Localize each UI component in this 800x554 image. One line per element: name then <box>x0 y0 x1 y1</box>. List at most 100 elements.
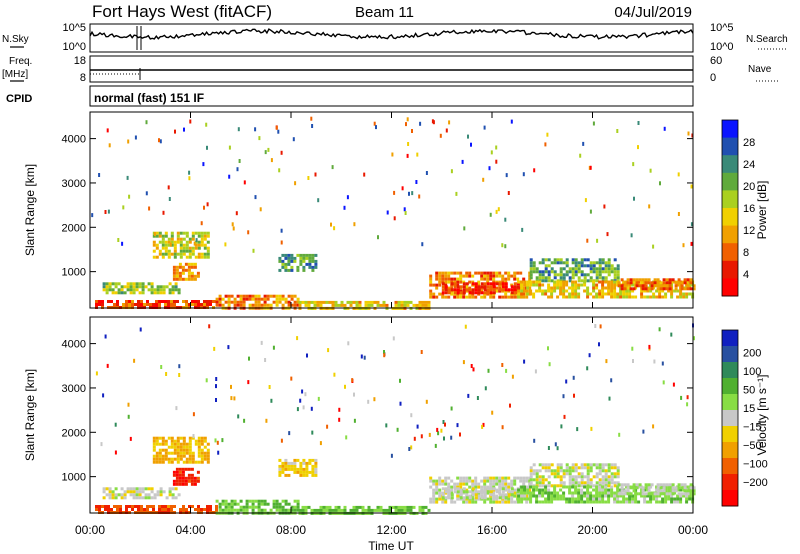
velocity-colorbar-seg-6 <box>722 426 738 443</box>
power-colorbar-frame <box>721 119 739 297</box>
power-colorbar-tick-6: 28 <box>743 137 755 149</box>
power-panel: 1000 2000 3000 4000 Slant Range [km] 4 8 12 16… <box>23 111 769 310</box>
freq-trace <box>90 68 693 80</box>
power-region-4 <box>278 253 318 272</box>
power-region-1 <box>152 231 210 259</box>
freq-label: Freq. <box>9 56 32 67</box>
velocity-ytick-2: 3000 <box>62 383 86 395</box>
velocity-y-ticks: 1000 2000 3000 4000 <box>62 339 693 484</box>
power-y-ticks: 1000 2000 3000 4000 <box>62 134 693 279</box>
cpid-text: normal (fast) 151 IF <box>94 91 204 105</box>
velocity-colorbar-tick-7: −200 <box>743 477 768 489</box>
nsearch-tick-top: 10^5 <box>710 22 734 34</box>
velocity-colorbar-tick-5: −50 <box>743 440 762 452</box>
nave-tick-top: 60 <box>710 55 722 67</box>
nsky-tick-bottom: 10^0 <box>62 41 86 53</box>
nsky-tick-top: 10^5 <box>62 22 86 34</box>
power-colorbar-tick-0: 4 <box>743 269 749 281</box>
cpid-panel: CPID normal (fast) 151 IF <box>6 85 694 107</box>
power-colorbar-tick-5: 24 <box>743 159 755 171</box>
freq-tick-top: 18 <box>74 55 86 67</box>
power-colorbar-seg-7 <box>722 243 738 262</box>
power-ytick-2: 3000 <box>62 178 86 190</box>
velocity-ytick-3: 4000 <box>62 339 86 351</box>
power-heatmap <box>91 116 696 310</box>
freq-panel: Freq. [MHz] 18 8 60 0 Nave <box>2 55 780 84</box>
power-region-2 <box>172 262 200 281</box>
velocity-colorbar-tick-0: 200 <box>743 348 761 360</box>
velocity-ytick-1: 2000 <box>62 427 86 439</box>
velocity-scatter <box>95 323 695 458</box>
power-region-9 <box>529 258 620 283</box>
power-ytick-3: 4000 <box>62 134 86 146</box>
velocity-colorbar-seg-1 <box>722 346 738 363</box>
power-region-8 <box>441 282 520 295</box>
velocity-region-6 <box>298 505 431 515</box>
beam-label: Beam 11 <box>355 4 414 21</box>
time-axis-ticks: 00:00 04:00 08:00 12:00 16:00 20:00 00:00 <box>75 112 708 537</box>
nsearch-label: N.Search <box>746 34 788 45</box>
velocity-ytick-0: 1000 <box>62 472 86 484</box>
nsearch-tick-bottom: 10^0 <box>710 41 734 53</box>
xtick-label-5: 20:00 <box>577 523 607 537</box>
velocity-colorbar-frame <box>721 329 739 507</box>
station-title: Fort Hays West (fitACF) <box>92 2 272 21</box>
nsky-trace <box>89 26 694 50</box>
velocity-region-3 <box>215 499 300 515</box>
date-label: 04/Jul/2019 <box>614 4 692 21</box>
power-region-5 <box>102 282 181 295</box>
velocity-colorbar-tick-6: −100 <box>743 459 768 471</box>
power-colorbar-tick-3: 16 <box>743 203 755 215</box>
power-region-11 <box>617 278 696 291</box>
xtick-label-3: 12:00 <box>376 523 406 537</box>
cpid-label: CPID <box>6 93 32 105</box>
xtick-label-2: 08:00 <box>276 523 306 537</box>
power-scatter <box>91 116 694 253</box>
velocity-region-1 <box>152 436 210 464</box>
nsky-label: N.Sky <box>2 34 29 45</box>
velocity-ylabel: Slant Range [km] <box>23 369 37 461</box>
velocity-colorbar-seg-5 <box>722 410 738 427</box>
velocity-colorbar-tick-4: −15 <box>743 422 762 434</box>
velocity-region-11 <box>617 483 696 496</box>
velocity-colorbar-seg-7 <box>722 442 738 459</box>
power-colorbar-tick-2: 12 <box>743 225 755 237</box>
velocity-colorbar-seg-9 <box>722 474 738 491</box>
power-colorbar-seg-2 <box>722 155 738 174</box>
nsky-panel: N.Sky 10^5 10^0 10^5 10^0 N.Search <box>2 22 788 53</box>
nsky-line <box>89 28 694 40</box>
xtick-label-1: 04:00 <box>175 523 205 537</box>
freq-tick-bottom: 8 <box>80 72 86 84</box>
velocity-panel: 1000 2000 3000 4000 Slant Range [km] 200 100… <box>23 316 769 515</box>
power-colorbar-seg-0 <box>722 120 738 139</box>
velocity-colorbar-seg-3 <box>722 378 738 395</box>
power-region-3 <box>215 294 300 310</box>
nave-label: Nave <box>748 64 772 75</box>
power-colorbar-seg-6 <box>722 225 738 244</box>
velocity-colorbar-seg-4 <box>722 394 738 411</box>
power-colorbar-seg-3 <box>722 172 738 191</box>
x-axis-label: Time UT <box>368 539 414 553</box>
power-ytick-1: 2000 <box>62 222 86 234</box>
velocity-region-9 <box>529 463 620 488</box>
xtick-label-4: 16:00 <box>477 523 507 537</box>
power-colorbar-label: Power [dB] <box>755 181 769 240</box>
power-colorbar-tick-4: 20 <box>743 181 755 193</box>
freq-unit: [MHz] <box>2 69 28 80</box>
power-ytick-0: 1000 <box>62 267 86 279</box>
velocity-colorbar-label: Velocity [m s⁻¹] <box>755 374 769 455</box>
power-colorbar-seg-1 <box>722 137 738 156</box>
velocity-region-2 <box>172 467 200 486</box>
power-ylabel: Slant Range [km] <box>23 164 37 256</box>
power-region-6 <box>298 300 431 310</box>
power-colorbar-seg-8 <box>722 260 738 279</box>
velocity-colorbar-tick-2: 50 <box>743 385 755 397</box>
velocity-colorbar-seg-2 <box>722 362 738 379</box>
velocity-colorbar-tick-3: 15 <box>743 403 755 415</box>
xtick-label-6: 00:00 <box>678 523 708 537</box>
xtick-label-0: 00:00 <box>75 523 105 537</box>
velocity-colorbar-seg-8 <box>722 458 738 475</box>
velocity-region-7 <box>429 476 532 504</box>
power-colorbar: 4 8 12 16 20 24 28 <box>721 119 755 297</box>
